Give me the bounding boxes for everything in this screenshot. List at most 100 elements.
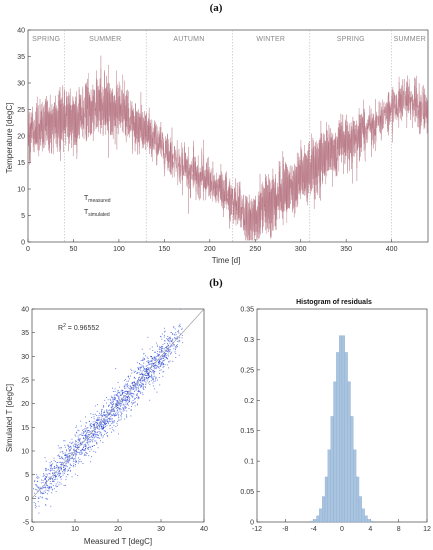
scatter-point	[161, 363, 163, 365]
scatter-point	[158, 360, 160, 362]
scatter-point	[117, 424, 118, 426]
scatter-point	[163, 355, 165, 357]
scatter-point	[62, 457, 63, 459]
scatter-point	[78, 438, 80, 440]
scatter-point	[142, 383, 144, 384]
scatter-point	[100, 426, 102, 428]
scatter-point	[167, 342, 168, 344]
scatter-point	[147, 367, 149, 369]
scatter-point	[179, 333, 181, 335]
scatter-point	[128, 391, 130, 393]
scatter-point	[156, 365, 158, 367]
scatter-point	[74, 460, 76, 462]
scatter-point	[140, 380, 142, 382]
scatter-point	[83, 431, 85, 433]
scatter-point	[38, 498, 40, 499]
scatter-point	[144, 379, 145, 381]
scatter-point	[94, 429, 96, 431]
scatter-point	[157, 379, 158, 381]
scatter-point	[171, 333, 173, 335]
scatter-point	[142, 357, 144, 359]
scatter-point	[136, 394, 138, 396]
scatter-point	[100, 421, 102, 423]
scatter-point	[162, 375, 164, 377]
scatter-point	[148, 363, 150, 365]
scatter-point	[69, 467, 71, 469]
scatter-point	[63, 461, 65, 463]
scatter-point	[119, 410, 121, 412]
scatter-point	[68, 467, 70, 469]
scatter-point	[81, 449, 83, 450]
scatter-point	[103, 410, 105, 412]
scatter-point	[34, 504, 36, 506]
scatter-point	[135, 382, 137, 384]
scatter-point	[105, 425, 106, 427]
scatter-point	[142, 359, 143, 361]
y-tick-label: 0.2	[244, 398, 254, 405]
scatter-point	[106, 420, 108, 422]
scatter-point	[94, 431, 95, 432]
scatter-point	[151, 346, 153, 348]
scatter-point	[108, 423, 109, 425]
scatter-point	[59, 461, 61, 463]
scatter-point	[100, 423, 101, 425]
y-tick-label: 30	[17, 81, 25, 88]
scatter-point	[104, 415, 106, 417]
scatter-point	[87, 448, 89, 450]
scatter-point	[140, 392, 141, 394]
scatter-point	[166, 348, 168, 349]
scatter-point	[139, 384, 141, 386]
scatter-point	[95, 434, 97, 436]
scatter-point	[103, 422, 105, 423]
scatter-point	[76, 444, 78, 446]
scatter-point	[148, 373, 150, 375]
scatter-point	[40, 482, 42, 484]
scatter-point	[64, 471, 66, 473]
scatter-point	[151, 357, 153, 359]
scatter-point	[139, 376, 140, 378]
scatter-point	[92, 414, 94, 415]
scatter-point	[42, 480, 44, 482]
scatter-point	[114, 410, 116, 412]
scatter-point	[153, 366, 155, 368]
scatter-point	[99, 438, 101, 439]
scatter-point	[102, 435, 104, 437]
scatter-point	[154, 370, 156, 372]
scatter-point	[57, 445, 59, 447]
scatter-point	[106, 409, 107, 411]
scatter-point	[48, 487, 50, 488]
scatter-point	[66, 462, 68, 464]
scatter-point	[86, 432, 88, 434]
scatter-point	[73, 448, 75, 450]
scatter-point	[79, 438, 81, 439]
scatter-point	[136, 393, 138, 395]
scatter-point	[164, 355, 165, 357]
scatter-point	[134, 371, 136, 372]
scatter-point	[138, 377, 140, 378]
scatter-point	[152, 358, 154, 359]
scatter-point	[79, 439, 81, 441]
scatter-point	[161, 350, 163, 351]
scatter-point	[63, 467, 64, 468]
scatter-point	[167, 339, 169, 341]
scatter-point	[160, 336, 162, 338]
scatter-point	[147, 378, 149, 380]
scatter-point	[67, 469, 69, 471]
scatter-point	[149, 381, 151, 382]
scatter-point	[48, 488, 50, 490]
scatter-point	[78, 437, 79, 439]
y-tick-label: 40	[17, 28, 25, 35]
scatter-point	[160, 358, 162, 360]
scatter-point	[138, 390, 140, 391]
scatter-point	[127, 393, 129, 395]
scatter-point	[62, 451, 64, 453]
scatter-point	[83, 438, 85, 439]
scatter-point	[69, 460, 71, 462]
scatter-point	[132, 384, 134, 386]
scatter-point	[78, 460, 79, 462]
scatter-point	[65, 476, 67, 478]
scatter-point	[88, 437, 90, 438]
scatter-point	[76, 425, 77, 427]
x-tick-label: 250	[249, 246, 261, 253]
scatter-point	[45, 473, 47, 475]
